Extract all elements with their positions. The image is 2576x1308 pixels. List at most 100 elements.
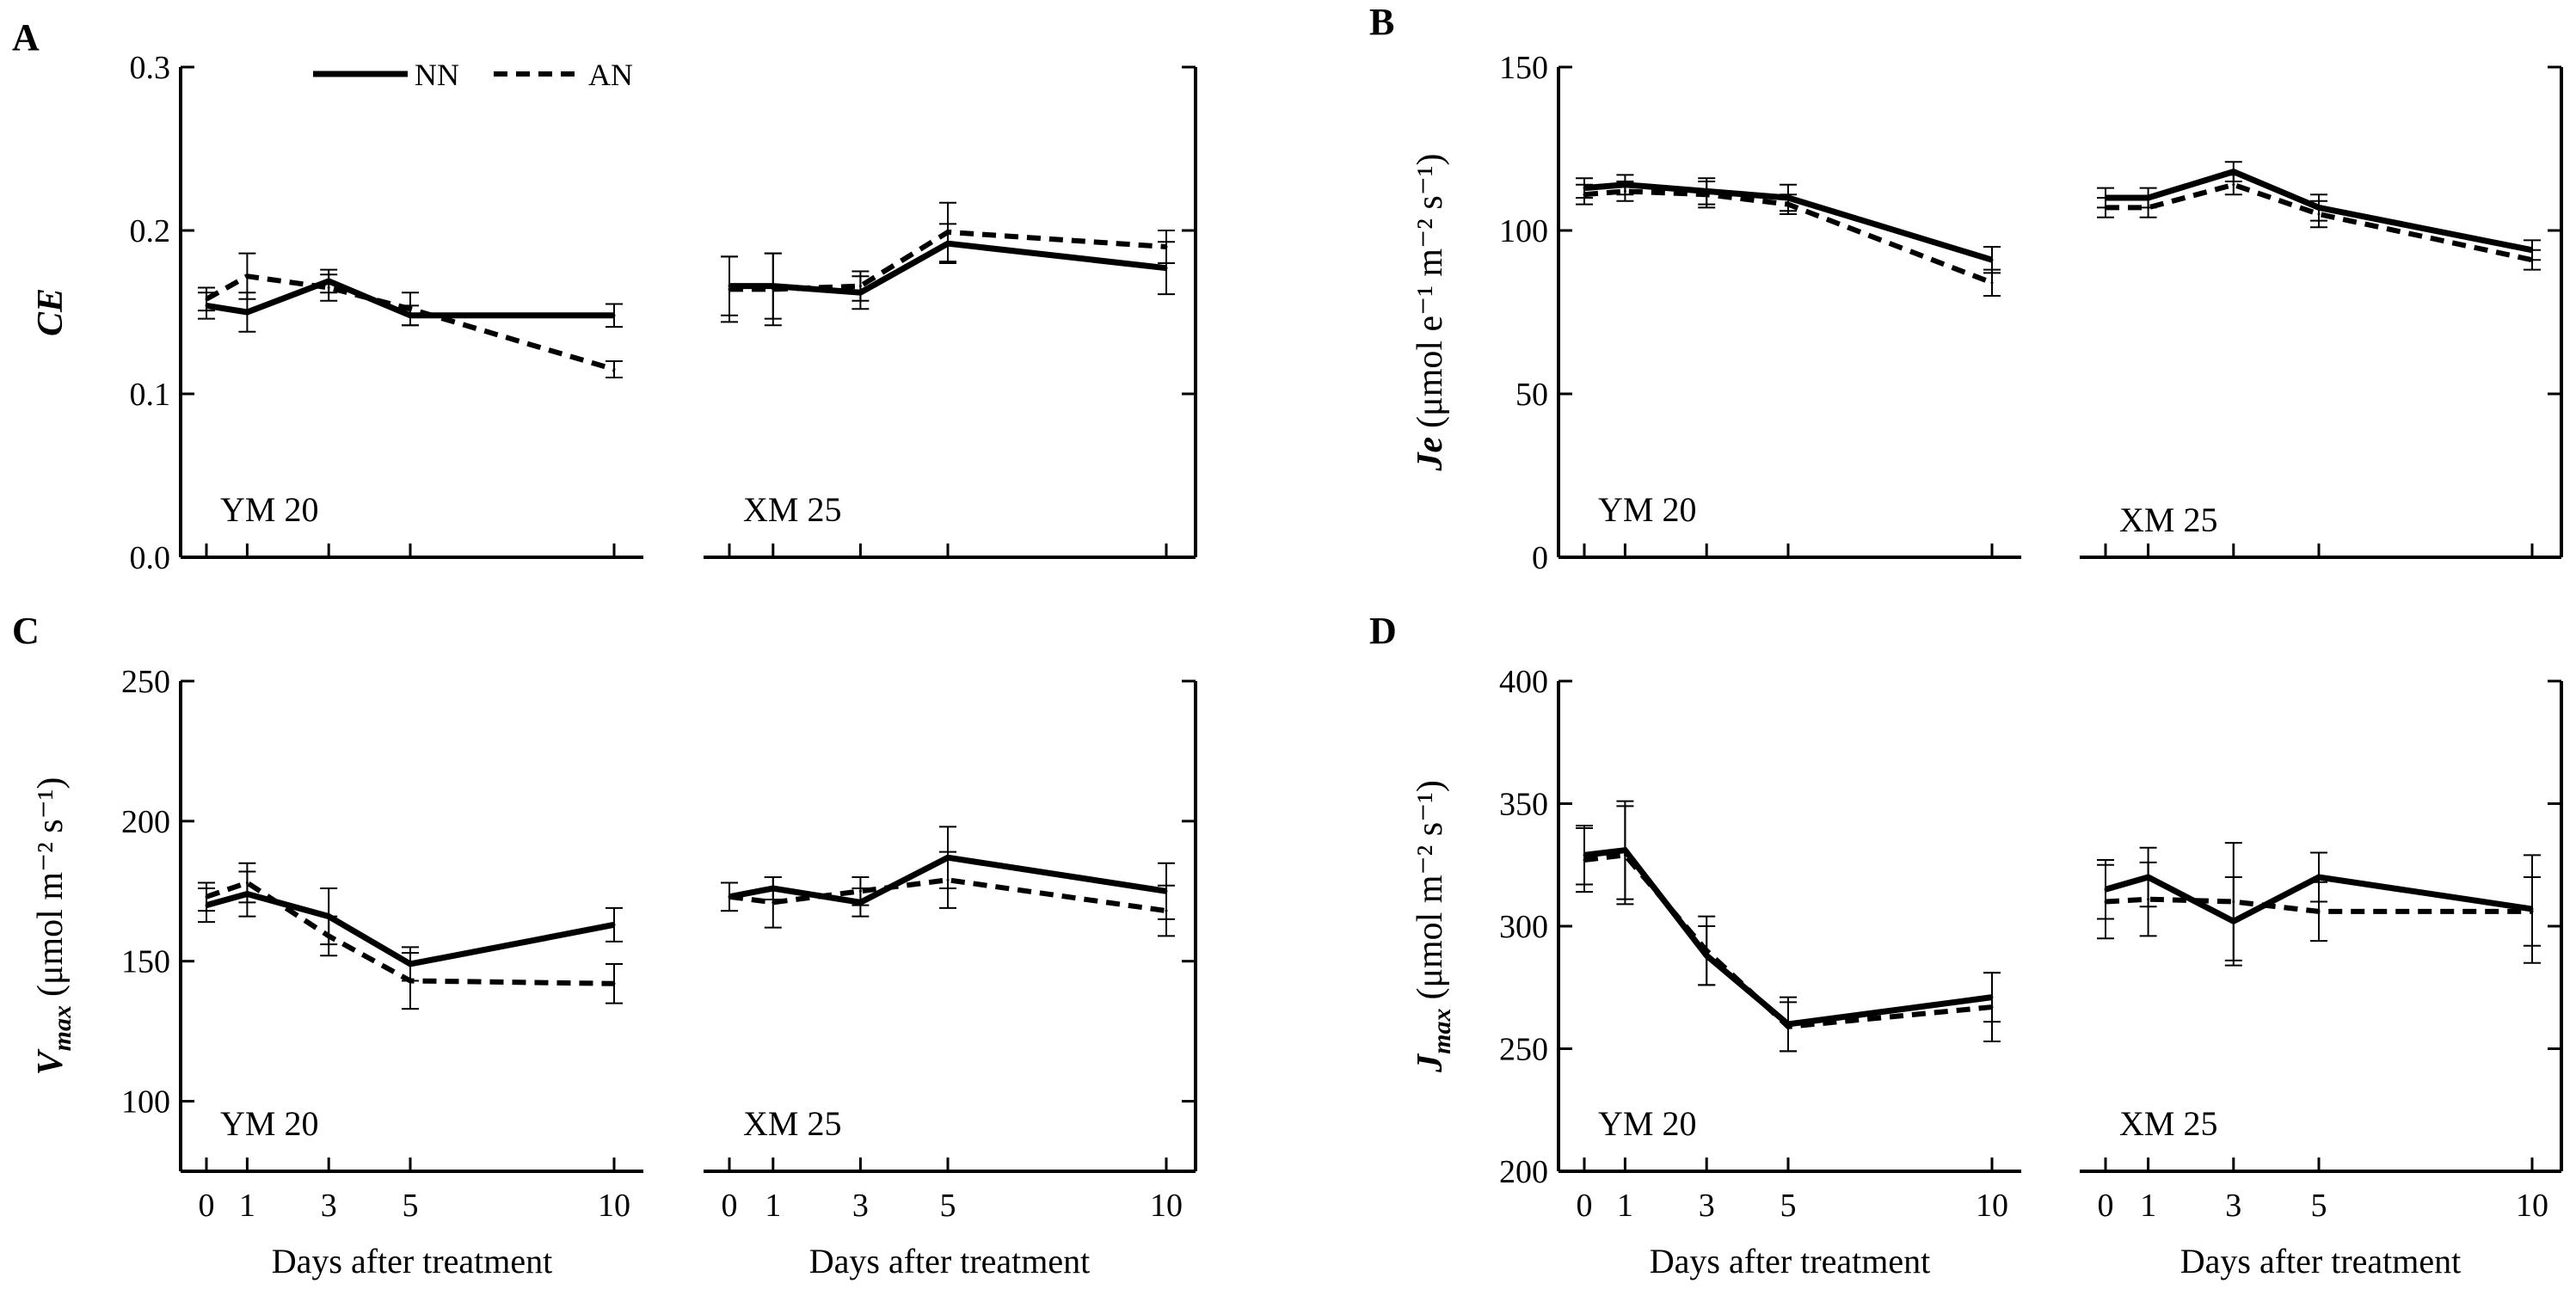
data-point-an [728, 895, 731, 899]
data-point-an [1990, 281, 1994, 285]
subpanel-xm-25: XM 25 [704, 201, 1196, 559]
subpanel-ym-20: 0 1 3 5 10 YM 20 Days after treatment [181, 862, 643, 1280]
data-point-an [1583, 858, 1586, 862]
data-point-nn [612, 923, 616, 926]
data-point-an [772, 900, 775, 904]
cultivar-label: XM 25 [743, 1104, 841, 1143]
data-point-nn [1990, 258, 1994, 261]
data-point-an [2317, 212, 2321, 216]
data-point-an [2530, 258, 2534, 261]
data-point-an [205, 895, 208, 899]
x-tick-label: 1 [765, 1188, 781, 1224]
panel-letter: D [1369, 610, 1397, 652]
y-axis-label: Jmax (μmol m⁻² s⁻¹) [1411, 780, 1456, 1073]
data-point-an [612, 982, 616, 986]
data-point-an [946, 230, 950, 234]
data-point-an [2147, 206, 2150, 209]
data-point-an [2317, 910, 2321, 913]
cultivar-label: YM 20 [1598, 490, 1696, 529]
cultivar-label: YM 20 [220, 1104, 318, 1143]
x-tick-label: 1 [1617, 1188, 1633, 1224]
y-tick-label: 150 [1499, 50, 1548, 86]
data-point-an [1786, 1025, 1790, 1029]
series-line-an [205, 273, 615, 372]
y-tick-label: 100 [1499, 213, 1548, 249]
y-axis-label-sub: max [1428, 1009, 1456, 1054]
x-tick-label: 10 [1150, 1188, 1183, 1224]
cultivar-label: XM 25 [2119, 500, 2217, 539]
panel-letter: A [12, 16, 40, 58]
data-point-an [1165, 909, 1168, 912]
data-point-an [858, 285, 862, 288]
data-point-an [1705, 949, 1708, 952]
subpanel-ym-20: 0 1 3 5 10 YM 20 Days after treatment [1559, 800, 2021, 1280]
x-tick-label: 0 [1577, 1188, 1593, 1224]
x-tick-label: 0 [199, 1188, 215, 1224]
y-tick-label: 350 [1499, 787, 1548, 823]
y-axis-label-sub: max [48, 1005, 77, 1051]
legend: NN AN [313, 58, 633, 92]
data-point-an [327, 934, 330, 937]
series-line-an [729, 229, 1167, 292]
x-tick-label: 0 [722, 1188, 738, 1224]
x-tick-label: 3 [2225, 1188, 2241, 1224]
subpanel-ym-20: YM 20 [1559, 174, 2021, 559]
data-point-an [2232, 900, 2235, 903]
data-point-nn [2317, 875, 2321, 879]
x-tick-label: 3 [321, 1188, 337, 1224]
data-point-an [1623, 189, 1626, 193]
data-point-an [1623, 853, 1626, 857]
subpanel-ym-20: YM 20 [181, 252, 643, 559]
x-axis-label: Days after treatment [809, 1242, 1091, 1280]
data-point-an [245, 274, 249, 278]
cultivar-label: XM 25 [743, 490, 841, 529]
legend-an-label: AN [588, 58, 633, 92]
y-axis-label-unit: (μmol m⁻² s⁻¹) [31, 777, 71, 997]
x-tick-label: 10 [598, 1188, 630, 1224]
y-tick-label: 300 [1499, 909, 1548, 945]
x-tick-label: 5 [403, 1188, 419, 1224]
y-axis-label-unit: (μmol m⁻² s⁻¹) [1411, 780, 1450, 999]
data-point-an [858, 889, 862, 893]
data-point-nn [612, 314, 616, 317]
data-point-an [2147, 898, 2150, 901]
x-tick-label: 5 [940, 1188, 956, 1224]
x-tick-label: 10 [1976, 1188, 2008, 1224]
data-point-an [245, 881, 249, 885]
x-tick-label: 1 [2140, 1188, 2156, 1224]
data-point-an [2104, 206, 2107, 209]
x-tick-label: 0 [2098, 1188, 2114, 1224]
data-point-an [327, 286, 330, 289]
y-tick-label: 200 [121, 804, 170, 840]
y-tick-label: 0.0 [130, 540, 171, 576]
data-point-an [205, 298, 208, 301]
data-point-an [1786, 203, 1790, 206]
y-axis-label-main: V [31, 1048, 71, 1075]
y-tick-label: 150 [121, 944, 170, 980]
series-line-an [2106, 181, 2533, 263]
series-line-an [729, 877, 1167, 914]
cultivar-label: YM 20 [220, 490, 318, 529]
data-point-an [946, 878, 950, 881]
data-point-an [612, 368, 616, 371]
cultivar-label: YM 20 [1598, 1104, 1696, 1143]
x-axis-label: Days after treatment [1650, 1242, 1931, 1280]
data-point-an [1990, 1005, 1994, 1009]
panel-letter: B [1369, 1, 1394, 43]
data-point-an [2104, 900, 2107, 903]
y-tick-label: 400 [1499, 664, 1548, 700]
y-tick-label: 100 [121, 1084, 170, 1121]
panel-A: A CE 0.0 0.1 0.2 0.3 YM 20 XM 25 [12, 16, 1197, 576]
subpanel-xm-25: 0 1 3 5 10 XM 25 Days after treatment [2080, 842, 2561, 1280]
data-point-an [1705, 193, 1708, 196]
x-tick-label: 10 [2516, 1188, 2548, 1224]
y-tick-label: 250 [121, 664, 170, 700]
data-point-an [1165, 245, 1168, 249]
x-tick-label: 3 [852, 1188, 869, 1224]
y-tick-label: 200 [1499, 1154, 1548, 1190]
y-tick-label: 50 [1515, 377, 1548, 413]
data-point-nn [245, 310, 249, 314]
x-tick-label: 5 [1780, 1188, 1797, 1224]
